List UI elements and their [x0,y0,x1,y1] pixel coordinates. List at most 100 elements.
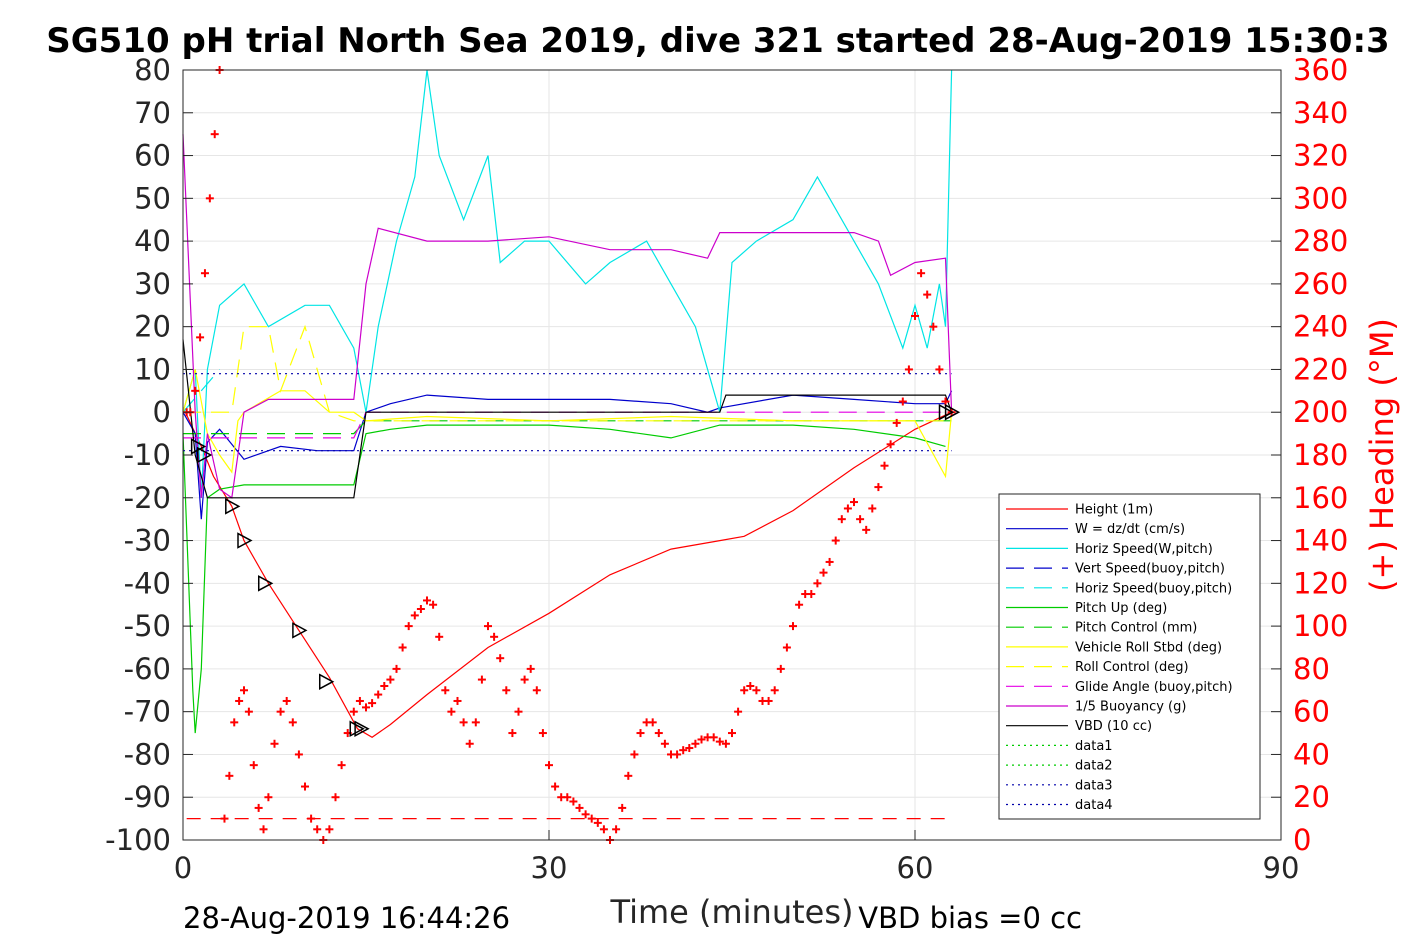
heading-point [837,515,846,524]
heading-point [697,735,706,744]
heading-point [465,739,474,748]
heading-point [404,622,413,631]
y-tick-label-right: 160 [1293,481,1348,515]
triangle-marker [196,446,213,464]
heading-point [898,397,907,406]
heading-point [721,739,730,748]
heading-point [244,707,253,716]
heading-point [392,664,401,673]
heading-point [477,675,486,684]
series-line-10 [182,134,953,499]
heading-point [459,718,468,727]
y-tick-label-left: 30 [134,267,171,301]
heading-point [288,718,297,727]
heading-point [368,699,377,708]
y-tick-label-right: 300 [1293,181,1348,215]
heading-point [740,686,749,695]
heading-point [654,729,663,738]
y-tick-label-right: 80 [1293,652,1330,686]
heading-point [612,825,621,834]
y-tick-label-left: -10 [124,438,171,472]
heading-point [423,596,431,605]
y-tick-label-left: -80 [124,737,171,771]
triangle-marker [237,532,253,549]
heading-point [782,643,791,652]
heading-point [813,579,822,588]
heading-point [715,737,724,746]
y-tick-labels-left: 80 70 60 50 40 30 20 10 0 -10 -20 -30 -40 -50 -60 -70 -8… [105,53,171,857]
heading-point [532,686,541,695]
heading-point [795,600,804,609]
y-tick-label-left: -40 [124,566,171,600]
legend: Height (1m) W = dz/dt (cm/s) Horiz Speed(W… [998,493,1261,820]
heading-layer [182,66,956,844]
heading-point [526,664,535,673]
heading-point [825,557,834,566]
heading-point [264,793,273,802]
heading-point [225,771,234,780]
x-tick-labels: 0 30 60 90 [174,851,1300,885]
y-tick-label-right: 240 [1293,310,1348,344]
heading-point [850,498,858,507]
y-tick-label-left: -20 [124,481,171,515]
heading-point [941,397,950,406]
triangle-marker [318,673,335,690]
heading-point [581,810,590,819]
series-line-5 [182,424,946,734]
legend-entry-8: Roll Control (deg) [1075,660,1189,675]
legend-entry-3: Vert Speed(buoy,pitch) [1075,562,1225,577]
legend-entry-1: W = dz/dt (cm/s) [1075,522,1185,537]
x-tick-label: 90 [1263,851,1300,885]
y-tick-label-right: 180 [1293,438,1348,472]
marker-layer [190,403,961,738]
heading-point [205,194,214,203]
y-tick-label-left: 80 [134,53,171,87]
x-tick-label: 30 [531,851,568,885]
y-tick-label-left: 70 [134,96,171,130]
heading-point [752,686,761,695]
legend-entry-6: Pitch Control (mm) [1075,621,1197,636]
heading-point [904,365,913,374]
heading-point [886,440,895,449]
y-tick-label-left: 20 [134,310,171,344]
heading-point [429,600,438,609]
heading-point [380,682,389,690]
chart-title: SG510 pH trial North Sea 2019, dive 321 … [46,21,1389,61]
heading-point [648,718,657,727]
y-tick-label-left: 40 [134,224,171,258]
legend-entry-9: Glide Angle (buoy,pitch) [1075,680,1233,695]
heading-point [235,696,244,705]
heading-point [490,632,499,641]
heading-point [917,269,926,278]
heading-point [210,130,219,139]
heading-point [331,793,340,802]
heading-point [276,707,285,716]
series-line-2 [182,69,953,498]
heading-point [575,803,584,812]
heading-point [935,365,944,374]
footer-vbd-bias: VBD bias =0 cc [858,901,1082,935]
heading-point [789,622,797,631]
legend-entry-12: data1 [1075,739,1113,754]
heading-point [923,290,932,299]
series-line-0 [184,411,952,739]
heading-point [471,718,480,727]
triangle-marker [292,622,308,639]
x-tick-label: 0 [174,851,192,885]
heading-point [362,703,370,712]
y-tick-label-right: 320 [1293,139,1348,173]
heading-point [270,739,279,748]
heading-point [880,461,889,470]
x-axis-label: Time (minutes) [610,893,854,931]
heading-point [776,664,785,673]
heading-point [200,269,209,278]
heading-point [191,386,200,395]
y-tick-label-right: 60 [1293,695,1330,729]
legend-entry-11: VBD (10 cc) [1075,719,1152,734]
heading-point [254,803,263,812]
y-tick-label-left: -50 [124,609,171,643]
heading-point [230,718,239,727]
legend-entry-2: Horiz Speed(W,pitch) [1075,542,1213,557]
series-line-8 [183,324,952,422]
